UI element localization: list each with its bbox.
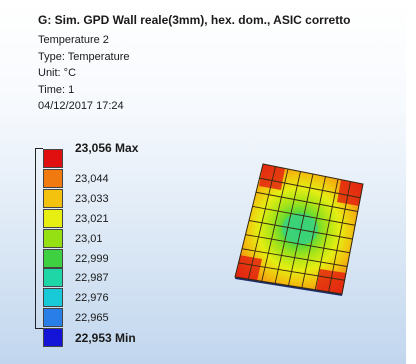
legend-value-label: 22,999 — [75, 252, 109, 265]
corner-hotspot — [337, 180, 363, 206]
result-unit: Unit: °C — [38, 67, 77, 80]
legend-swatch — [43, 208, 63, 228]
legend-value-label: 23,033 — [75, 192, 109, 205]
plate-outline — [234, 163, 364, 295]
mesh-line — [238, 262, 345, 281]
mesh-line — [245, 234, 350, 254]
result-time: Time: 1 — [38, 83, 75, 96]
legend-value-label: 23,044 — [75, 172, 109, 185]
legend-swatch — [43, 308, 63, 328]
legend-value-label: 22,987 — [75, 272, 109, 285]
legend-min-label: 22,953 Min — [75, 331, 136, 346]
legend-bracket — [35, 148, 36, 329]
corner-hotspot — [235, 255, 262, 281]
cool-center-region — [282, 213, 318, 245]
result-type: Type: Temperature — [38, 50, 130, 63]
corner-hotspot — [259, 164, 285, 190]
mesh-line — [301, 176, 326, 288]
mesh-grid — [238, 166, 361, 292]
mesh-line — [328, 181, 351, 292]
result-date: 04/12/2017 17:24 — [38, 100, 124, 113]
mesh-line — [241, 248, 348, 267]
model-title: G: Sim. GPD Wall reale(3mm), hex. dom., … — [38, 13, 351, 27]
legend-max-label: 23,056 Max — [75, 141, 139, 155]
legend-swatch — [43, 228, 63, 248]
legend-swatch — [43, 149, 63, 168]
legend-bracket-bottom — [35, 328, 43, 329]
legend-swatch — [43, 268, 63, 288]
legend-swatch — [43, 248, 63, 268]
legend-swatch — [43, 288, 63, 308]
result-info-header: G: Sim. GPD Wall reale(3mm), hex. dom., … — [38, 13, 351, 115]
legend-value-label: 23,021 — [75, 212, 109, 225]
legend-bracket-top — [35, 148, 43, 149]
mesh-line — [248, 220, 353, 240]
legend-value-label: 23,01 — [75, 232, 103, 245]
mesh-line — [314, 178, 339, 290]
legend-value-label: 22,976 — [75, 292, 109, 305]
legend-swatch — [43, 328, 63, 348]
result-name: Temperature 2 — [38, 34, 109, 46]
legend-value-label: 22,965 — [75, 312, 109, 325]
legend-swatch — [43, 188, 63, 208]
color-legend[interactable]: 23,056 Max 23,044 23,033 23,021 23,01 22,999 2… — [30, 140, 180, 348]
legend-swatch — [43, 168, 63, 188]
